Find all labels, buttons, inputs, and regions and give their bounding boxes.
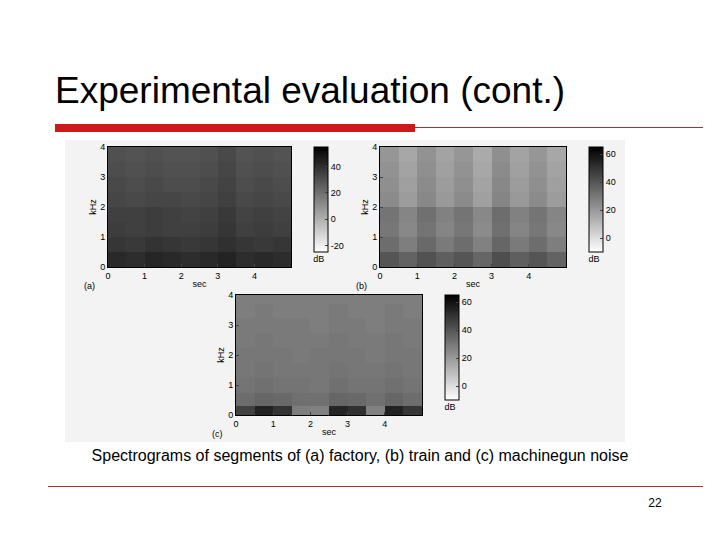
svg-text:4: 4 xyxy=(228,290,233,300)
svg-text:(a): (a) xyxy=(84,281,95,291)
svg-text:40: 40 xyxy=(331,162,341,172)
svg-text:0: 0 xyxy=(606,233,611,243)
svg-text:0: 0 xyxy=(331,214,336,224)
svg-text:3: 3 xyxy=(345,419,350,429)
svg-text:0: 0 xyxy=(105,271,110,281)
html-text:22: 22 xyxy=(648,496,662,510)
svg-text:3: 3 xyxy=(215,271,220,281)
svg-text:(b): (b) xyxy=(356,281,367,291)
svg-text:2: 2 xyxy=(308,419,313,429)
svg-text:2: 2 xyxy=(228,350,233,360)
svg-text:dB: dB xyxy=(445,402,456,412)
svg-text:2: 2 xyxy=(452,271,457,281)
svg-text:-20: -20 xyxy=(331,241,344,251)
svg-text:4: 4 xyxy=(372,142,377,152)
svg-text:0: 0 xyxy=(100,262,105,272)
svg-text:3: 3 xyxy=(228,320,233,330)
svg-text:1: 1 xyxy=(228,380,233,390)
svg-text:40: 40 xyxy=(606,177,616,187)
svg-text:3: 3 xyxy=(372,172,377,182)
svg-text:sec: sec xyxy=(192,279,207,289)
svg-text:4: 4 xyxy=(252,271,257,281)
svg-text:3: 3 xyxy=(100,172,105,182)
svg-text:sec: sec xyxy=(322,427,337,437)
svg-text:1: 1 xyxy=(372,232,377,242)
svg-text:0: 0 xyxy=(462,381,467,391)
svg-text:0: 0 xyxy=(228,410,233,420)
svg-text:20: 20 xyxy=(331,188,341,198)
svg-text:3: 3 xyxy=(489,271,494,281)
svg-text:40: 40 xyxy=(462,325,472,335)
svg-text:20: 20 xyxy=(606,205,616,215)
svg-text:4: 4 xyxy=(382,419,387,429)
svg-text:1: 1 xyxy=(100,232,105,242)
svg-text:0: 0 xyxy=(372,262,377,272)
svg-text:0: 0 xyxy=(233,419,238,429)
svg-text:2: 2 xyxy=(100,202,105,212)
svg-text:kHz: kHz xyxy=(88,199,98,215)
svg-text:1: 1 xyxy=(271,419,276,429)
svg-text:20: 20 xyxy=(462,353,472,363)
svg-text:4: 4 xyxy=(526,271,531,281)
html-text:Spectrograms of segments of (a: Spectrograms of segments of (a) factory,… xyxy=(91,447,629,464)
svg-text:kHz: kHz xyxy=(216,347,226,363)
svg-text:1: 1 xyxy=(142,271,147,281)
svg-text:dB: dB xyxy=(589,254,600,264)
svg-text:4: 4 xyxy=(100,142,105,152)
svg-text:60: 60 xyxy=(606,149,616,159)
svg-text:1: 1 xyxy=(415,271,420,281)
svg-text:(c): (c) xyxy=(212,429,223,439)
svg-text:2: 2 xyxy=(372,202,377,212)
svg-text:0: 0 xyxy=(377,271,382,281)
svg-text:kHz: kHz xyxy=(360,199,370,215)
svg-text:60: 60 xyxy=(462,297,472,307)
svg-text:2: 2 xyxy=(179,271,184,281)
svg-text:sec: sec xyxy=(466,279,481,289)
svg-text:dB: dB xyxy=(313,254,324,264)
html-text:Experimental evaluation (cont.: Experimental evaluation (cont.) xyxy=(55,70,565,111)
